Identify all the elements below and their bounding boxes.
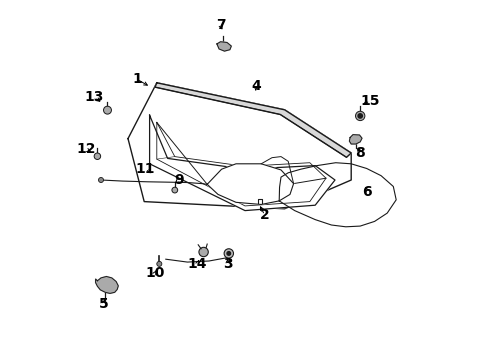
Circle shape (94, 153, 100, 159)
Text: 13: 13 (85, 90, 104, 104)
Circle shape (224, 249, 233, 258)
Circle shape (199, 247, 208, 257)
Circle shape (172, 187, 178, 193)
Text: 8: 8 (355, 146, 365, 160)
Polygon shape (207, 164, 294, 204)
Text: 1: 1 (132, 72, 142, 86)
Text: 15: 15 (361, 94, 380, 108)
Polygon shape (96, 276, 118, 293)
Text: 12: 12 (76, 143, 96, 156)
Circle shape (227, 252, 231, 255)
Text: 10: 10 (146, 266, 165, 280)
Text: 3: 3 (223, 257, 233, 270)
Text: 14: 14 (188, 257, 207, 270)
Text: 6: 6 (363, 185, 372, 198)
Circle shape (358, 114, 363, 118)
Circle shape (157, 261, 162, 266)
Text: 7: 7 (216, 18, 225, 32)
Polygon shape (349, 135, 362, 144)
Text: 4: 4 (251, 80, 261, 93)
Polygon shape (128, 83, 351, 209)
Text: 2: 2 (260, 208, 270, 222)
Polygon shape (155, 83, 351, 157)
Polygon shape (217, 42, 231, 51)
Text: 11: 11 (135, 162, 155, 176)
Circle shape (356, 111, 365, 121)
Text: 5: 5 (99, 297, 109, 311)
Circle shape (98, 177, 103, 183)
Polygon shape (149, 115, 335, 211)
Circle shape (103, 106, 111, 114)
Text: 9: 9 (174, 173, 184, 187)
